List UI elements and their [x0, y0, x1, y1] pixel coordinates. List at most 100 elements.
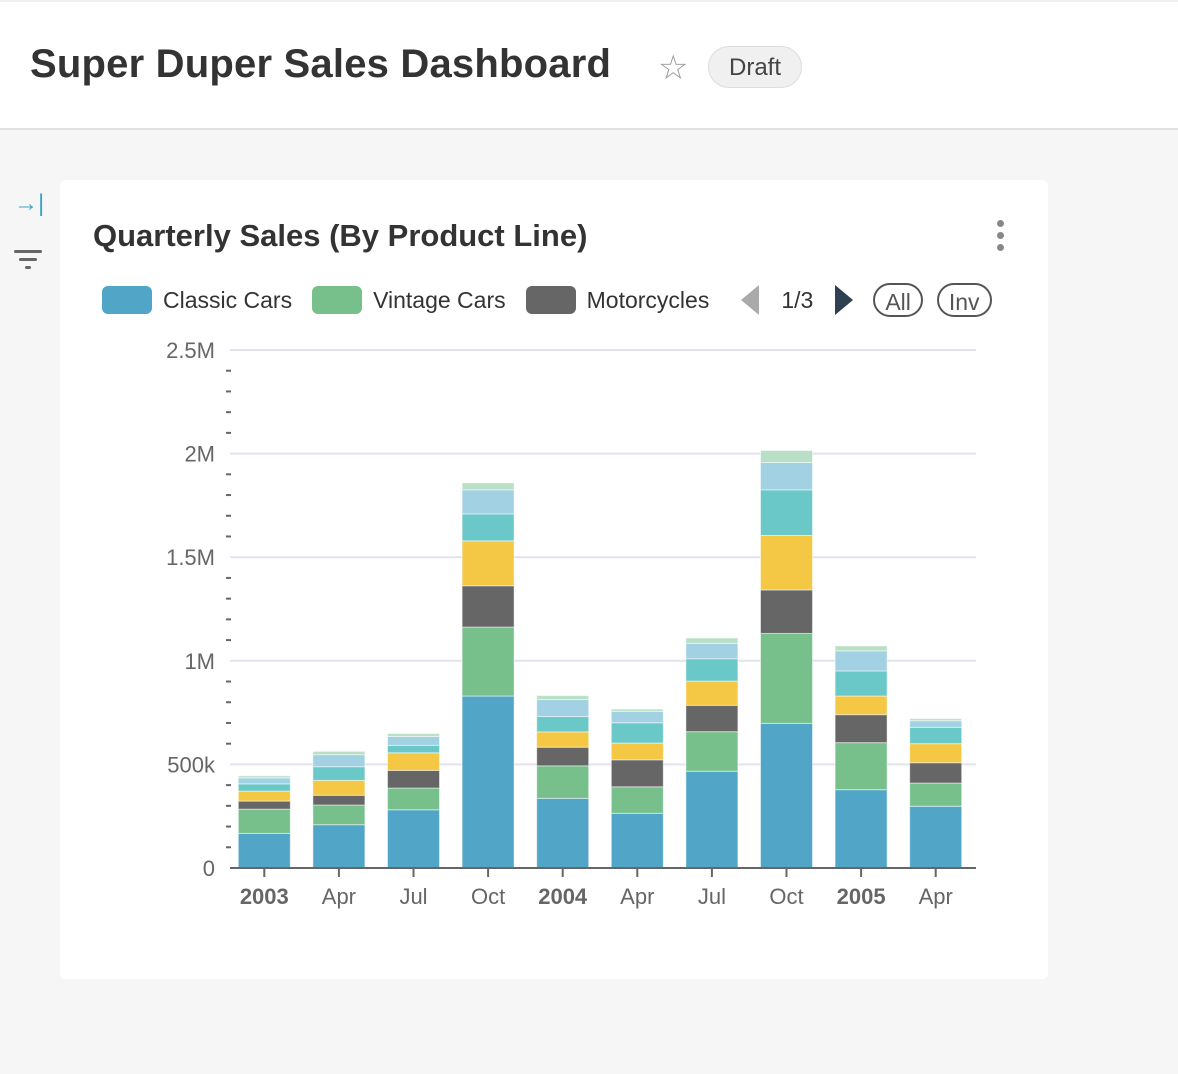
- chart-card: Quarterly Sales (By Product Line) Classi…: [60, 180, 1048, 979]
- star-icon[interactable]: ☆: [658, 49, 689, 87]
- bar-segment: [834, 742, 888, 791]
- x-tick-label: Apr: [322, 884, 356, 909]
- bar-segment: [387, 744, 440, 754]
- bar-segment: [610, 742, 664, 761]
- bar-segment: [760, 632, 813, 724]
- bar-segment: [760, 589, 813, 634]
- x-tick-label: 2005: [837, 884, 886, 909]
- bar-segment: [312, 750, 366, 756]
- bar-segment: [909, 762, 963, 784]
- bar-segment: [387, 787, 440, 811]
- chart-title: Quarterly Sales (By Product Line): [93, 218, 588, 253]
- bar-segment: [536, 695, 590, 701]
- legend-swatch: [312, 286, 363, 314]
- bar-segment: [237, 808, 291, 834]
- bar-segment: [909, 782, 963, 807]
- bar-segment: [909, 720, 963, 728]
- bar-segment: [461, 489, 515, 515]
- x-tick-label: Jul: [698, 884, 726, 909]
- bar-segment: [610, 708, 664, 712]
- bar-segment: [760, 534, 813, 591]
- bar-segment: [387, 752, 440, 771]
- bar-segment: [834, 650, 888, 672]
- bar-segment: [461, 482, 515, 491]
- x-tick-label: 2004: [538, 884, 588, 909]
- bar-segment: [685, 642, 739, 660]
- bar-segment: [237, 783, 291, 792]
- kebab-menu-icon[interactable]: [995, 220, 1007, 256]
- chart-legend: Classic Cars Vintage Cars Motorcycles 1/…: [102, 283, 1006, 317]
- legend-label: Motorcycles: [586, 286, 710, 313]
- legend-swatch: [102, 286, 152, 314]
- bar-segment: [834, 670, 888, 697]
- y-tick-label: 1M: [184, 649, 215, 674]
- bar-segment: [909, 726, 963, 745]
- bar-segment: [237, 790, 291, 802]
- bar-segment: [536, 716, 590, 733]
- bar-segment: [387, 735, 440, 746]
- stacked-bar-chart: 0 500k 1M 1.5M 2M 2.5M 2003 Apr Jul Oct 2004 Apr Jul…: [166, 338, 976, 909]
- bar-segment: [834, 789, 888, 869]
- dashboard-header: Super Duper Sales Dashboard ☆ Draft: [0, 0, 1178, 130]
- legend-label: Vintage Cars: [373, 286, 506, 313]
- legend-page-indicator: 1/3: [781, 286, 814, 313]
- bar-segment: [461, 540, 515, 587]
- bar-segment: [610, 786, 664, 814]
- legend-pager: 1/3 All Inv: [741, 283, 1005, 317]
- bar-segment: [685, 770, 739, 869]
- bar-segment: [610, 710, 664, 724]
- invert-selection-button[interactable]: Inv: [936, 283, 992, 317]
- filter-icon[interactable]: [14, 248, 42, 274]
- expand-right-icon[interactable]: →|: [14, 190, 45, 217]
- bar-segment: [909, 718, 963, 722]
- x-tick-label: Apr: [919, 884, 953, 909]
- bar-segment: [610, 722, 664, 744]
- x-tick-label: Oct: [471, 884, 505, 909]
- bar-segment: [536, 797, 590, 869]
- legend-item-motorcycles[interactable]: Motorcycles: [525, 286, 710, 314]
- bar-segment: [461, 626, 515, 697]
- bar-segment: [237, 775, 291, 779]
- bar-segment: [610, 812, 664, 869]
- y-tick-label: 2M: [184, 442, 215, 467]
- bar-segment: [312, 766, 366, 781]
- bar-segment: [909, 805, 963, 869]
- bar-segment: [312, 824, 366, 869]
- bar-segment: [760, 449, 813, 464]
- bar-segment: [685, 637, 739, 644]
- legend-label: Classic Cars: [163, 286, 293, 313]
- y-tick-label: 2.5M: [166, 338, 215, 363]
- status-badge[interactable]: Draft: [708, 46, 803, 88]
- legend-item-vintage-cars[interactable]: Vintage Cars: [312, 286, 506, 314]
- bar-segment: [536, 699, 590, 718]
- y-tick-label: 1.5M: [166, 545, 215, 570]
- select-all-button[interactable]: All: [873, 283, 923, 317]
- bar-segment: [760, 489, 813, 536]
- bar-segment: [312, 779, 366, 796]
- bar-segment: [834, 695, 888, 716]
- bar-segment: [536, 731, 590, 748]
- x-tick-label: Oct: [769, 884, 803, 909]
- bar-segment: [461, 695, 515, 869]
- bar-segment: [685, 680, 739, 706]
- y-tick-label: 0: [203, 856, 215, 881]
- bar-segment: [685, 658, 739, 682]
- bar-segment: [685, 731, 739, 772]
- bar-segment: [834, 714, 888, 744]
- bar-segment: [387, 769, 440, 789]
- legend-item-classic-cars[interactable]: Classic Cars: [102, 286, 292, 314]
- bar-segment: [610, 759, 664, 788]
- bar-segment: [387, 809, 440, 869]
- x-tick-label: 2003: [240, 884, 289, 909]
- bar-segment: [312, 754, 366, 768]
- bar-segment: [237, 832, 291, 869]
- dashboard-title: Super Duper Sales Dashboard: [30, 42, 612, 86]
- prev-page-icon[interactable]: [741, 285, 760, 315]
- next-page-icon[interactable]: [835, 285, 854, 315]
- legend-swatch: [525, 286, 576, 314]
- bar-segment: [834, 645, 888, 652]
- y-tick-label: 500k: [167, 752, 216, 777]
- x-tick-label: Jul: [399, 884, 427, 909]
- bar-segment: [237, 777, 291, 785]
- x-tick-label: Apr: [620, 884, 654, 909]
